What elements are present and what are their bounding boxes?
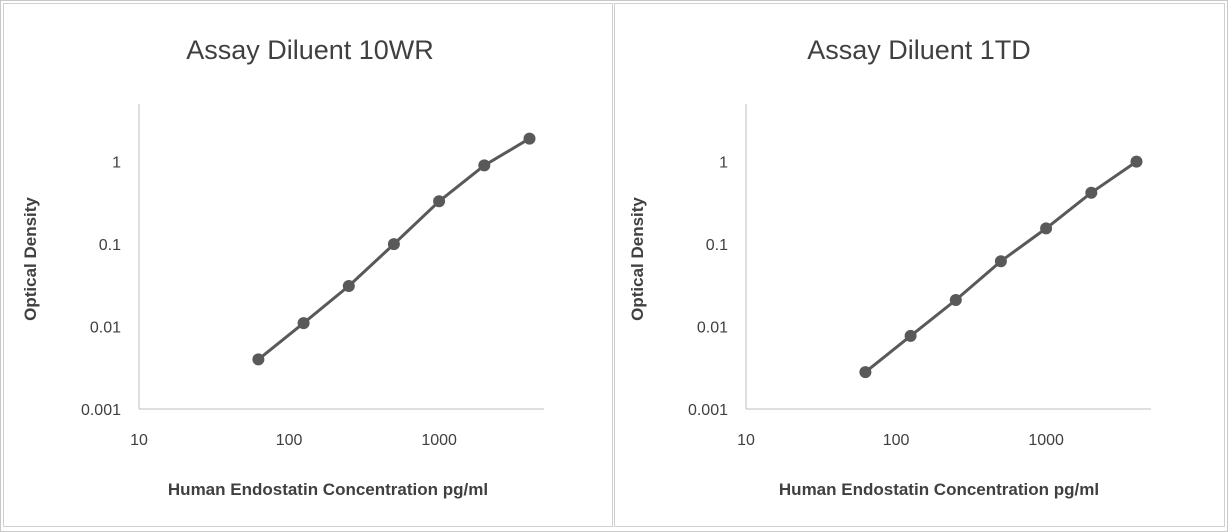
x-tick-label: 1000 [421,432,457,449]
data-point [1040,222,1053,235]
axes [745,104,1151,410]
data-point [859,366,872,379]
x-axis-label: Human Endostatin Concentration pg/ml [168,480,488,499]
data-point [297,317,310,330]
y-tick-label: 0.001 [688,402,728,419]
series [252,132,536,366]
x-tick-label: 100 [883,432,910,449]
data-point [949,294,962,306]
x-tick-label: 100 [276,432,303,449]
data-point [433,195,446,208]
y-axis-label: Optical Density [21,197,40,321]
data-point [1130,155,1143,168]
y-tick-labels: 0.001 0.01 0.1 1 [688,155,728,419]
data-point [1085,186,1098,199]
data-point [342,280,355,292]
data-point [523,132,536,145]
y-tick-label: 0.01 [90,320,121,337]
x-tick-label: 1000 [1028,432,1064,449]
data-point [387,238,400,251]
chart-0: Assay Diluent 10WR Optical Density Human… [21,35,544,499]
data-point [994,255,1007,268]
data-point [904,329,917,342]
y-tick-labels: 0.001 0.01 0.1 1 [81,155,121,419]
x-tick-label: 10 [737,432,755,449]
y-tick-label: 0.01 [697,320,728,337]
y-tick-label: 1 [719,155,728,172]
y-tick-label: 0.1 [706,237,728,254]
x-axis-label: Human Endostatin Concentration pg/ml [779,480,1099,499]
y-axis-label: Optical Density [628,197,647,321]
chart-1: Assay Diluent 1TD Optical Density Human … [628,35,1151,499]
x-tick-label: 10 [130,432,148,449]
chart-title: Assay Diluent 1TD [807,35,1031,65]
chart-panel-0: Assay Diluent 10WR Optical Density Human… [3,3,613,527]
series [859,155,1143,379]
chart-panel-1: Assay Diluent 1TD Optical Density Human … [614,3,1225,527]
axes [138,104,544,410]
x-tick-labels: 10 100 1000 [130,432,457,449]
data-point [478,159,491,172]
x-tick-labels: 10 100 1000 [737,432,1064,449]
y-tick-label: 0.1 [99,237,121,254]
chart-title: Assay Diluent 10WR [186,35,434,65]
y-tick-label: 1 [112,155,121,172]
y-tick-label: 0.001 [81,402,121,419]
data-point [252,353,265,366]
